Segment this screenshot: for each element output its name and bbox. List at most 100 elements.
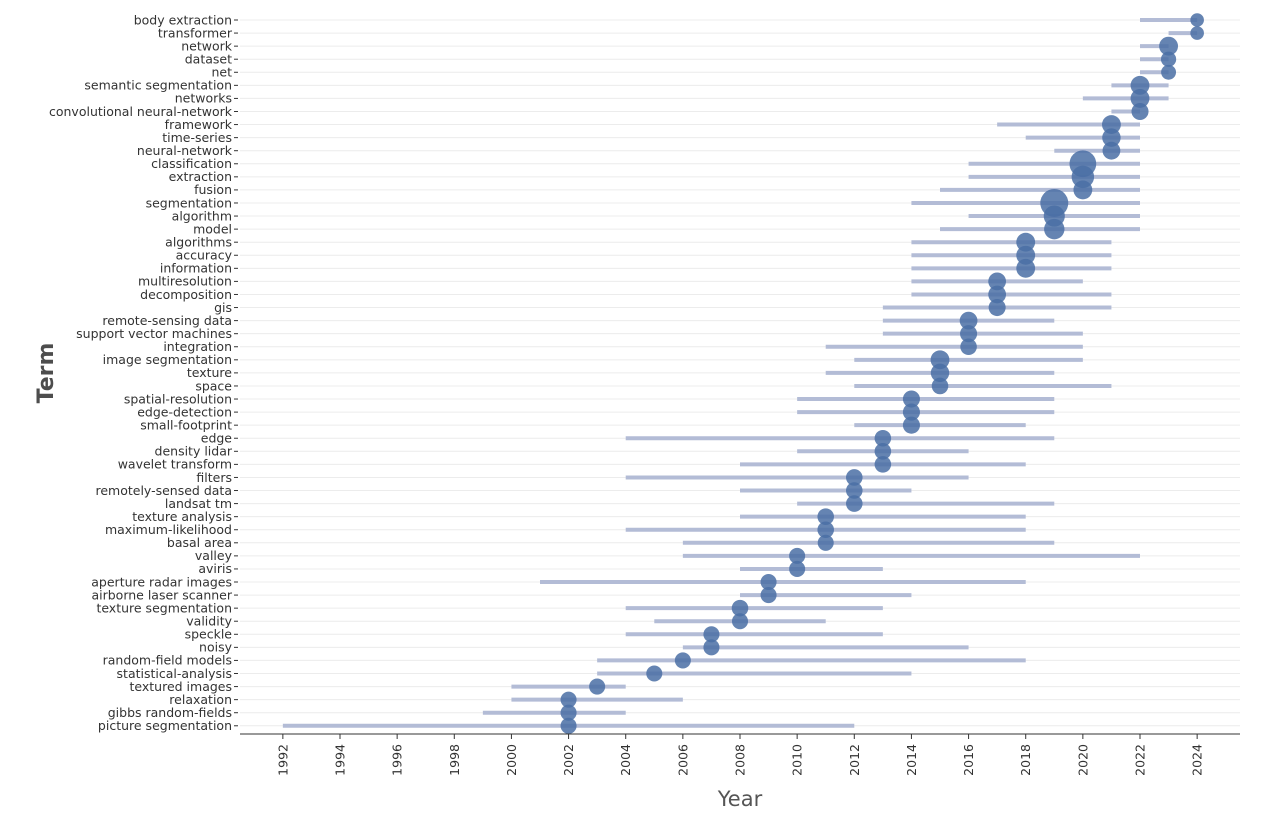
- point-support-vector-machines: [960, 325, 978, 343]
- point-basal-area: [817, 534, 834, 551]
- x-tick-label-2014: 2014: [904, 744, 919, 776]
- point-small-footprint: [902, 416, 920, 434]
- term-label-filters: filters: [196, 470, 232, 485]
- term-label-remotely-sensed-data: remotely-sensed data: [95, 483, 232, 498]
- term-label-relaxation: relaxation: [169, 692, 232, 707]
- term-label-image-segmentation: image segmentation: [103, 352, 232, 367]
- point-maximum-likelihood: [817, 521, 835, 539]
- point-validity: [731, 613, 749, 630]
- term-label-spatial-resolution: spatial-resolution: [124, 391, 232, 406]
- point-spatial-resolution: [902, 390, 920, 408]
- term-label-maximum-likelihood: maximum-likelihood: [105, 522, 232, 537]
- median-year-points: [560, 13, 1204, 734]
- term-label-algorithm: algorithm: [172, 208, 232, 223]
- x-axis-title: Year: [717, 787, 763, 811]
- point-texture-analysis: [817, 508, 835, 525]
- term-label-basal-area: basal area: [167, 535, 232, 550]
- term-label-dataset: dataset: [185, 52, 232, 67]
- point-landsat-tm: [845, 495, 863, 512]
- point-multiresolution: [988, 272, 1007, 291]
- term-label-gis: gis: [214, 300, 232, 315]
- term-label-information: information: [160, 261, 232, 276]
- term-tick-labels: body extractiontransformernetworkdataset…: [49, 12, 238, 733]
- point-integration: [960, 338, 977, 356]
- term-label-validity: validity: [186, 614, 232, 629]
- point-textured-images: [589, 678, 606, 695]
- term-label-small-footprint: small-footprint: [140, 417, 232, 432]
- x-tick-label-1994: 1994: [333, 744, 348, 776]
- term-label-fusion: fusion: [194, 182, 232, 197]
- point-dataset: [1160, 51, 1177, 67]
- point-network: [1159, 36, 1179, 56]
- point-wavelet-transform: [874, 456, 892, 473]
- point-random-field-models: [674, 652, 691, 669]
- x-tick-label-2000: 2000: [504, 744, 519, 776]
- point-picture-segmentation: [560, 717, 577, 734]
- point-image-segmentation: [930, 350, 950, 370]
- point-space: [931, 377, 949, 395]
- point-density-lidar: [874, 443, 892, 460]
- point-body-extraction: [1190, 13, 1204, 27]
- term-label-airborne-laser-scanner: airborne laser scanner: [91, 587, 232, 602]
- point-convolutional-neural-network: [1131, 102, 1149, 121]
- term-label-texture: texture: [187, 365, 232, 380]
- x-tick-label-2022: 2022: [1133, 744, 1148, 776]
- term-label-space: space: [195, 378, 232, 393]
- term-label-extraction: extraction: [169, 169, 232, 184]
- term-label-algorithms: algorithms: [165, 234, 232, 249]
- point-edge: [874, 429, 892, 447]
- x-tick-label-2004: 2004: [618, 744, 633, 776]
- term-label-integration: integration: [163, 339, 232, 354]
- term-label-noisy: noisy: [199, 640, 233, 655]
- term-label-landsat-tm: landsat tm: [165, 496, 232, 511]
- point-information: [1016, 258, 1036, 278]
- term-label-classification: classification: [151, 156, 232, 171]
- x-tick-label-2006: 2006: [675, 744, 690, 776]
- term-label-edge-detection: edge-detection: [137, 404, 232, 419]
- term-label-networks: networks: [175, 91, 232, 106]
- point-accuracy: [1016, 245, 1036, 265]
- point-fusion: [1073, 180, 1093, 200]
- x-tick-label-2020: 2020: [1075, 744, 1090, 776]
- y-axis-title: Term: [34, 343, 59, 404]
- term-label-network: network: [181, 38, 233, 53]
- term-label-aperture-radar-images: aperture radar images: [91, 574, 232, 589]
- term-label-multiresolution: multiresolution: [138, 274, 232, 289]
- term-label-statistical-analysis: statistical-analysis: [117, 666, 232, 681]
- point-aviris: [789, 560, 806, 577]
- term-label-support-vector-machines: support vector machines: [76, 326, 232, 341]
- x-tick-label-2016: 2016: [961, 744, 976, 776]
- point-gibbs-random-fields: [560, 704, 577, 721]
- term-label-aviris: aviris: [198, 561, 232, 576]
- point-remote-sensing-data: [959, 311, 978, 330]
- term-label-decomposition: decomposition: [140, 287, 232, 302]
- point-transformer: [1190, 26, 1204, 40]
- point-edge-detection: [902, 403, 920, 421]
- term-label-edge: edge: [201, 431, 233, 446]
- x-axis: 1992 1994 1996 1998 2000 2002 2004 2006 2008 2010…: [240, 733, 1240, 776]
- term-label-model: model: [193, 221, 232, 236]
- point-statistical-analysis: [646, 665, 663, 682]
- x-tick-label-1992: 1992: [275, 744, 290, 776]
- point-valley: [789, 547, 806, 564]
- x-tick-label-2018: 2018: [1018, 744, 1033, 776]
- term-label-valley: valley: [195, 548, 233, 563]
- point-aperture-radar-images: [760, 573, 777, 591]
- point-networks: [1130, 88, 1150, 108]
- x-tick-label-2002: 2002: [561, 744, 576, 776]
- point-speckle: [703, 626, 720, 643]
- term-label-transformer: transformer: [158, 25, 233, 40]
- term-label-segmentation: segmentation: [146, 195, 232, 210]
- point-net: [1161, 64, 1177, 80]
- term-label-random-field-models: random-field models: [103, 653, 232, 668]
- x-tick-label-2024: 2024: [1190, 744, 1205, 776]
- point-framework: [1101, 115, 1121, 134]
- term-label-texture-analysis: texture analysis: [132, 509, 232, 524]
- term-label-net: net: [211, 65, 232, 80]
- point-time-series: [1102, 128, 1121, 147]
- term-label-density-lidar: density lidar: [155, 444, 233, 459]
- point-filters: [845, 469, 863, 486]
- point-semantic-segmentation: [1130, 75, 1150, 95]
- term-label-neural-network: neural-network: [137, 143, 233, 158]
